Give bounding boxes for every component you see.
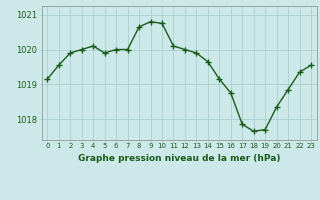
X-axis label: Graphe pression niveau de la mer (hPa): Graphe pression niveau de la mer (hPa) — [78, 154, 280, 163]
